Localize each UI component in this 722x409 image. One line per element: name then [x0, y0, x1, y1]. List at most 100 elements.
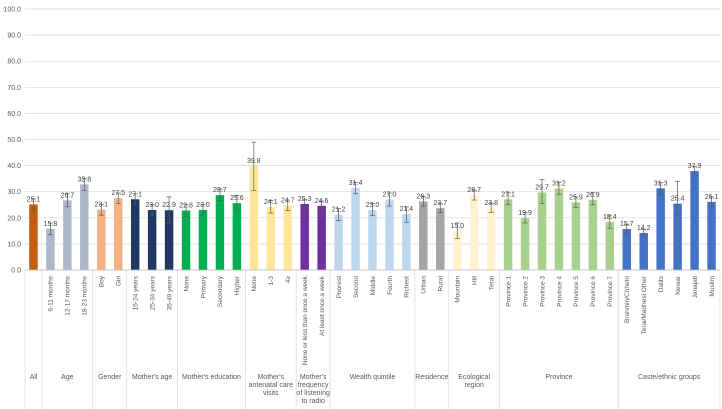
data-label: 25.3 — [298, 196, 312, 203]
category-label: 1-3 — [268, 276, 275, 286]
data-label: 25.6 — [230, 195, 244, 202]
data-label: 22.8 — [179, 202, 193, 209]
bar — [520, 218, 530, 270]
data-label: 24.6 — [315, 198, 329, 205]
bar — [300, 203, 309, 270]
y-tick-label: 30.0 — [7, 189, 21, 196]
category-label: Richest — [404, 276, 411, 298]
bar — [368, 209, 377, 270]
group-label: Ecological region — [458, 374, 491, 389]
data-label: 31.4 — [349, 180, 363, 187]
data-label: 19.9 — [518, 210, 532, 217]
group-label: Mother's age — [132, 374, 173, 381]
data-label: 23.0 — [196, 202, 210, 209]
data-label: 21.4 — [400, 206, 414, 213]
data-label: 23.1 — [94, 202, 108, 209]
group-label: Mother's education — [181, 374, 241, 381]
data-label: 24.1 — [264, 199, 278, 206]
bar — [385, 199, 394, 270]
bar — [334, 214, 343, 270]
y-tick-label: 20.0 — [7, 215, 21, 222]
category-label: Boy — [99, 275, 106, 287]
y-tick-label: 100.0 — [3, 7, 21, 14]
category-label: Mountain — [455, 276, 462, 303]
data-label: 15.8 — [44, 221, 58, 228]
category-label: Second — [353, 276, 360, 298]
data-label: 39.8 — [247, 158, 261, 165]
data-label: 27.0 — [383, 192, 397, 199]
data-label: 31.2 — [552, 181, 566, 188]
bar — [656, 188, 665, 270]
data-label: 28.7 — [467, 187, 481, 194]
bar — [249, 166, 259, 270]
y-tick-label: 90.0 — [7, 33, 21, 40]
bar — [707, 201, 716, 270]
bar — [486, 207, 496, 270]
data-label: 29.7 — [535, 184, 549, 191]
data-label: 37.9 — [688, 163, 702, 170]
y-tick-label: 50.0 — [7, 137, 21, 144]
bar — [232, 203, 242, 270]
bar — [554, 188, 564, 270]
category-label: Primary — [200, 275, 207, 298]
category-label: None — [183, 276, 190, 292]
bar — [571, 202, 581, 270]
category-label: Newar — [675, 275, 682, 295]
bar — [113, 198, 123, 270]
data-label: 23.0 — [145, 202, 159, 209]
data-label: 23.0 — [366, 202, 380, 209]
category-label: Rural — [438, 275, 445, 291]
group-label: Mother's frequency of listening to radio — [296, 374, 330, 405]
group-label: Caste/ethnic groups — [638, 374, 701, 381]
group-label: Residence — [415, 374, 449, 381]
data-label: 27.5 — [111, 190, 125, 197]
category-label: 4≥ — [285, 276, 292, 284]
bar — [266, 207, 276, 270]
data-label: 18.4 — [603, 214, 617, 221]
category-label: 35-49 years — [166, 275, 173, 310]
bar — [147, 209, 157, 270]
bar — [29, 204, 38, 270]
category-label: Province 3 — [539, 276, 546, 307]
y-tick-label: 80.0 — [7, 59, 21, 66]
bar — [588, 199, 598, 270]
bar — [605, 221, 615, 270]
category-label: Terai — [488, 276, 495, 290]
category-label: Province 2 — [522, 276, 529, 307]
category-label: Poorest — [336, 276, 343, 299]
bar — [402, 214, 411, 270]
category-label: Province 1 — [505, 276, 512, 307]
category-label: At least once a week — [319, 275, 326, 336]
data-label: 32.8 — [78, 176, 92, 183]
group-label: Wealth quintile — [349, 374, 396, 381]
data-label: 24.7 — [281, 198, 295, 205]
bar — [97, 209, 106, 270]
data-label: 27.1 — [128, 191, 142, 198]
category-label: Girl — [116, 275, 123, 286]
data-label: 25.1 — [27, 196, 41, 203]
group-label: All — [29, 374, 38, 381]
data-label: 31.3 — [654, 180, 668, 187]
category-label: None or less than once a week — [302, 275, 309, 365]
category-label: Brahmin/Chhetri — [624, 276, 631, 323]
data-label: 26.9 — [586, 192, 600, 199]
category-label: 6-11 months — [48, 275, 55, 311]
bar — [63, 200, 72, 270]
data-label: 28.7 — [213, 187, 227, 194]
category-label: Middle — [370, 276, 377, 296]
bar — [283, 205, 292, 270]
category-label: Province 5 — [573, 276, 580, 307]
y-tick-label: 10.0 — [7, 241, 21, 248]
bar — [215, 195, 225, 270]
bar — [503, 199, 513, 270]
category-label: Dalits — [658, 275, 665, 292]
category-label: Hill — [472, 275, 479, 285]
bar — [181, 210, 191, 270]
data-label: 26.3 — [417, 193, 431, 200]
y-tick-label: 70.0 — [7, 85, 21, 92]
y-tick-label: 60.0 — [7, 111, 21, 118]
data-label: 21.2 — [332, 207, 346, 214]
data-label: 15.7 — [620, 221, 634, 228]
